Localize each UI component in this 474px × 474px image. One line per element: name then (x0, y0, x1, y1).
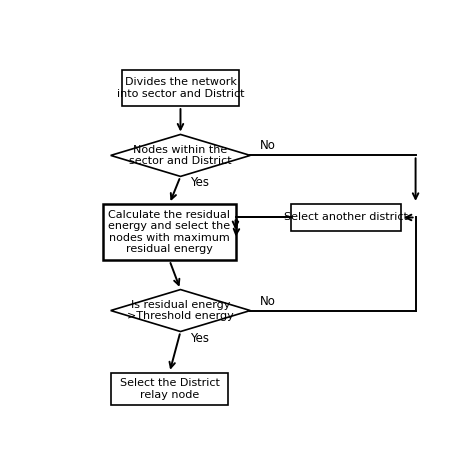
Text: Nodes within the
sector and District: Nodes within the sector and District (129, 145, 232, 166)
FancyBboxPatch shape (103, 204, 236, 260)
FancyBboxPatch shape (110, 373, 228, 405)
FancyBboxPatch shape (291, 204, 401, 231)
FancyBboxPatch shape (122, 70, 239, 106)
Text: Yes: Yes (190, 176, 209, 189)
Text: Calculate the residual
energy and select the
nodes with maximum
residual energy: Calculate the residual energy and select… (109, 210, 230, 255)
Polygon shape (110, 290, 250, 331)
Text: Select another district: Select another district (284, 212, 408, 222)
Text: Divides the network
into sector and District: Divides the network into sector and Dist… (117, 77, 244, 99)
Text: Is residual energy
>Threshold energy: Is residual energy >Threshold energy (127, 300, 234, 321)
Text: Yes: Yes (190, 332, 209, 345)
Text: No: No (259, 295, 275, 308)
Text: Select the District
relay node: Select the District relay node (119, 378, 219, 400)
Polygon shape (110, 135, 250, 176)
Text: No: No (259, 139, 275, 153)
